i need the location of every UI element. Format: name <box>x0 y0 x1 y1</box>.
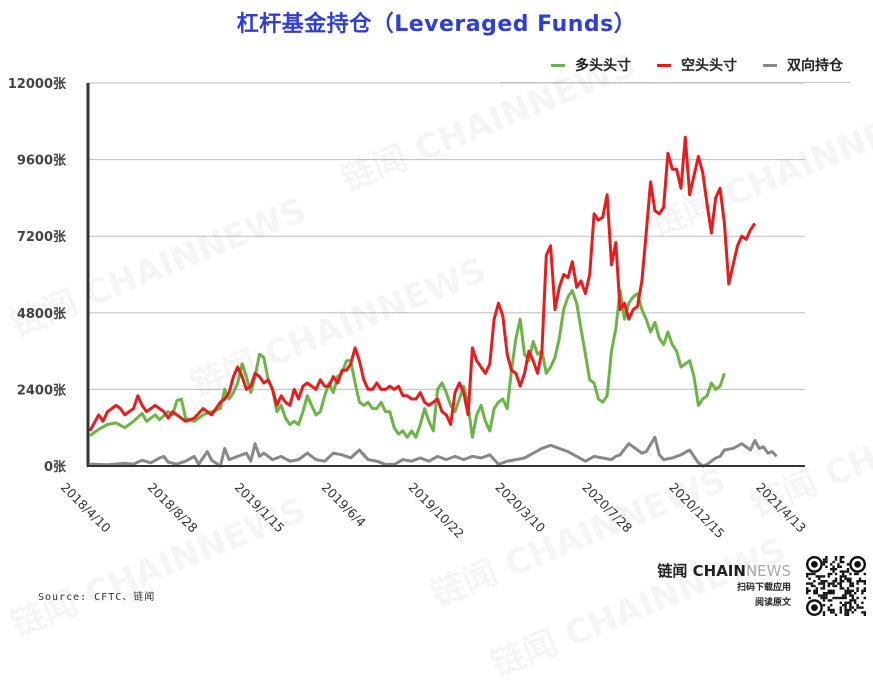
x-tick-label: 2020/12/15 <box>666 480 728 542</box>
chart-gridlines <box>88 82 805 390</box>
legend-swatch-long <box>551 63 565 67</box>
legend-label-spread: 双向持仓 <box>787 58 843 74</box>
series-spread-positions <box>89 435 778 468</box>
brand-download-text: 扫码下载应用 <box>736 583 791 593</box>
x-tick-label: 2019/6/4 <box>319 480 369 530</box>
x-tick-label: 2020/7/28 <box>579 480 635 536</box>
legend-item-spread: 双向持仓 <box>763 55 843 75</box>
brand-name-main: 链闻 CHAIN <box>657 562 746 580</box>
y-tick-label: 9600张 <box>17 154 67 169</box>
x-tick-label: 2021/4/13 <box>753 480 809 536</box>
x-tick-label: 2019/1/15 <box>232 480 288 536</box>
y-axis: 0张 2400张 4800张 7200张 9600张 12000张 <box>8 77 67 475</box>
y-tick-label: 12000张 <box>8 77 67 92</box>
x-axis: 2018/4/10 2018/8/28 2019/1/15 2019/6/4 2019/… <box>58 480 809 542</box>
brand-logo: 链闻 CHAINNEWS <box>655 560 791 581</box>
x-tick-label: 2018/8/28 <box>145 480 201 536</box>
legend-item-long: 多头头寸 <box>551 55 631 75</box>
x-tick-label: 2018/4/10 <box>58 480 114 536</box>
source-note: Source: CFTC、链闻 <box>38 592 156 603</box>
x-tick-label: 2020/3/10 <box>492 480 548 536</box>
legend-swatch-spread <box>763 63 777 67</box>
legend-item-short: 空头头寸 <box>657 55 737 75</box>
chart-legend: 多头头寸 空头头寸 双向持仓 <box>551 55 843 75</box>
chart-series <box>88 135 778 468</box>
x-tick-label: 2019/10/22 <box>406 480 468 542</box>
legend-swatch-short <box>657 63 671 67</box>
brand-read-text: 阅读原文 <box>754 598 791 608</box>
series-short-positions <box>88 135 757 432</box>
chart-title: 杠杆基金持仓（Leveraged Funds） <box>236 12 637 37</box>
y-tick-label: 2400张 <box>17 383 67 398</box>
y-tick-label: 4800张 <box>17 307 67 322</box>
legend-label-short: 空头头寸 <box>681 58 737 74</box>
y-tick-label: 0张 <box>44 460 67 475</box>
brand-name-news: NEWS <box>745 562 791 580</box>
brand-block: 链闻 CHAINNEWS 扫码下载应用 阅读原文 <box>655 560 791 611</box>
qr-code-icon[interactable] <box>806 556 866 616</box>
legend-label-long: 多头头寸 <box>575 58 631 74</box>
y-tick-label: 7200张 <box>17 230 67 245</box>
